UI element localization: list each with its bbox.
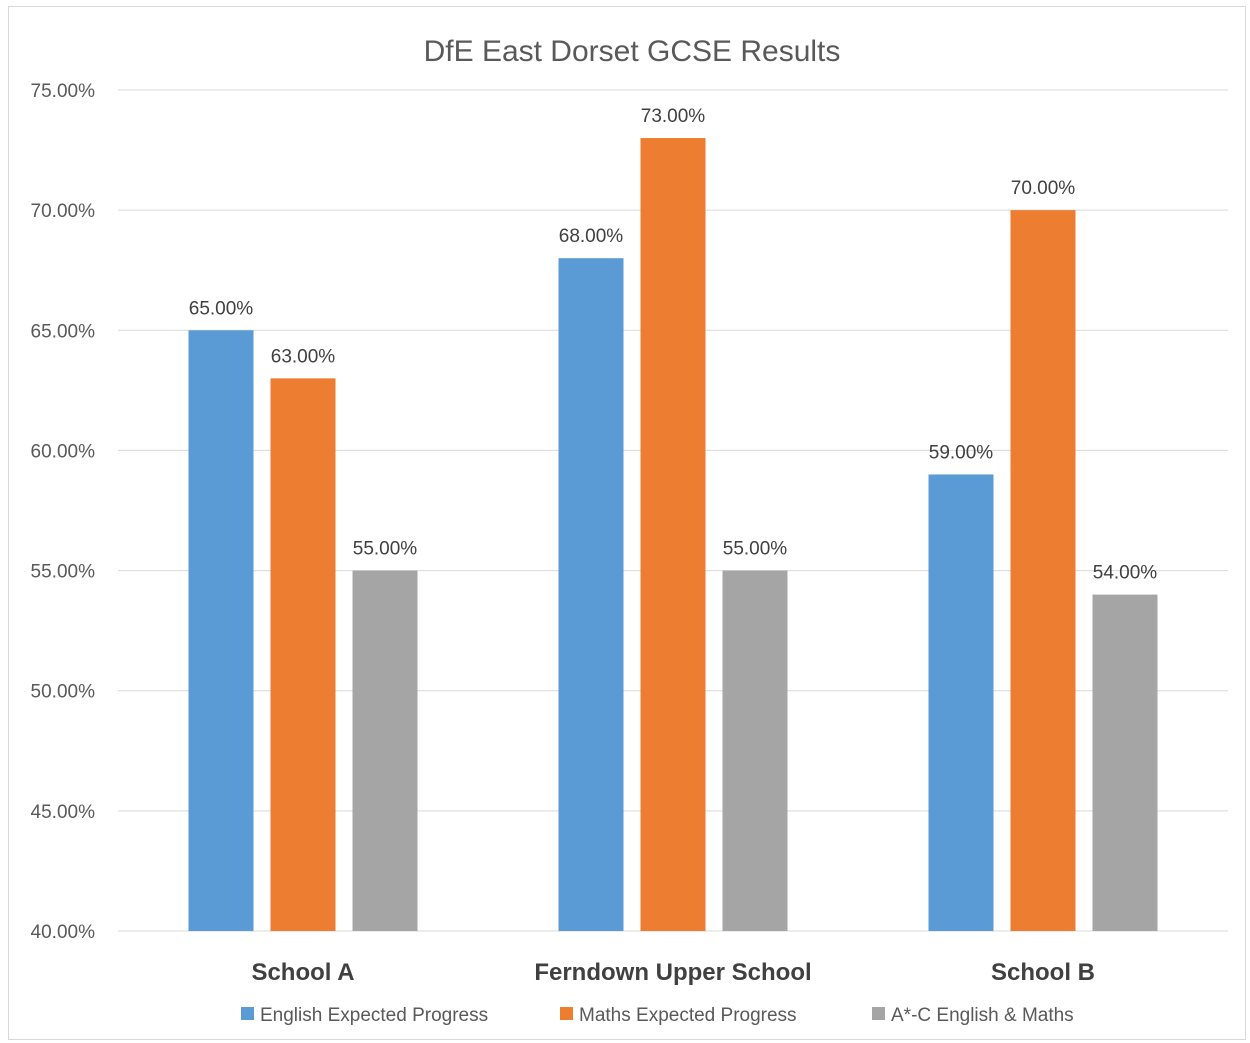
data-label: 68.00% [559,226,624,247]
bars [188,138,1158,932]
legend: English Expected Progress Maths Expected … [241,1005,1074,1026]
data-label: 54.00% [1093,563,1158,584]
legend-swatch [241,1007,254,1020]
legend-label: A*-C English & Maths [891,1005,1074,1026]
bar [928,474,994,931]
x-tick-label: Ferndown Upper School [534,959,811,986]
bar [352,570,418,931]
data-label: 63.00% [271,346,336,367]
data-label: 55.00% [723,539,788,560]
data-label: 65.00% [189,298,254,319]
y-tick-label: 45.00% [31,802,96,823]
data-label: 70.00% [1011,178,1076,199]
legend-label: English Expected Progress [260,1005,488,1026]
data-labels: 65.00% 63.00% 55.00% 68.00% 73.00% 55.00% 59.0… [189,106,1158,584]
data-label: 55.00% [353,539,418,560]
bar [1092,594,1158,931]
y-tick-label: 55.00% [31,562,96,583]
bar [640,138,706,932]
y-tick-label: 60.00% [31,441,96,462]
x-tick-label: School A [251,959,354,986]
x-axis-ticks: School A Ferndown Upper School School B [251,959,1095,986]
chart-title: DfE East Dorset GCSE Results [424,35,841,68]
bar [722,570,788,931]
bar [1010,210,1076,932]
bar [188,330,254,931]
data-label: 59.00% [929,442,994,463]
bar [270,378,336,931]
y-tick-label: 65.00% [31,321,96,342]
y-tick-label: 40.00% [31,922,96,943]
legend-swatch [872,1007,885,1020]
y-tick-label: 70.00% [31,201,96,222]
bar [558,258,624,931]
data-label: 73.00% [641,106,706,127]
y-tick-label: 75.00% [31,81,96,102]
y-tick-label: 50.00% [31,682,96,703]
legend-swatch [560,1007,573,1020]
legend-label: Maths Expected Progress [579,1005,797,1026]
y-axis-ticks: 40.00% 45.00% 50.00% 55.00% 60.00% 65.00% 70.0… [31,81,96,943]
x-tick-label: School B [991,959,1095,986]
